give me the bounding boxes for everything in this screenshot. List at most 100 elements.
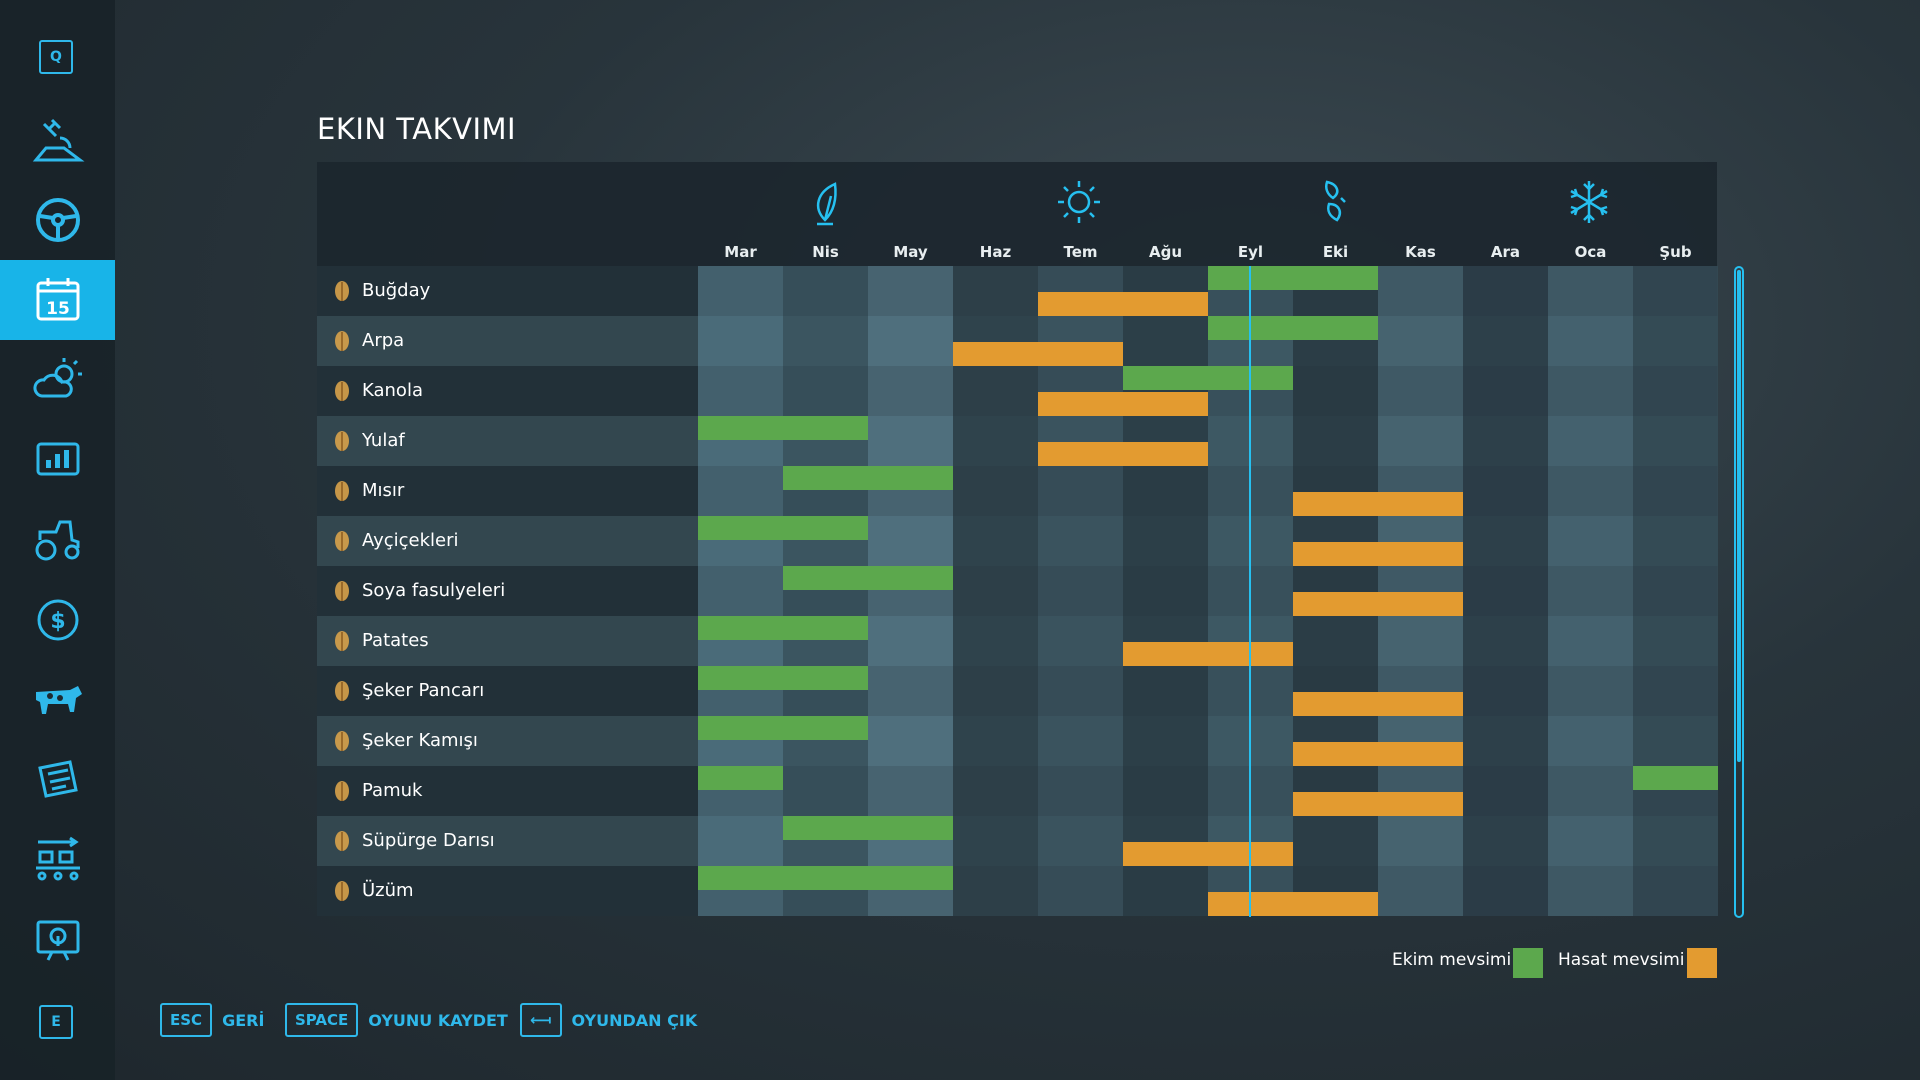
sidebar-item-map[interactable] xyxy=(0,100,115,180)
sidebar-item-vehicles[interactable] xyxy=(0,180,115,260)
crop-name: Pamuk xyxy=(362,780,423,801)
month-cell xyxy=(1633,666,1718,716)
quit-game-label: OYUNDAN ÇIK xyxy=(571,1010,698,1030)
planting-period-bar xyxy=(783,466,953,490)
leaf-icon xyxy=(816,182,837,226)
crop-row: Soya fasulyeleri xyxy=(317,566,1718,616)
month-cell xyxy=(1463,266,1548,316)
page-title: EKIN TAKVIMI xyxy=(317,112,517,146)
crop-name: Buğday xyxy=(362,280,431,301)
month-cell xyxy=(1038,616,1123,666)
planting-period-bar xyxy=(698,766,783,790)
month-cell xyxy=(868,516,953,566)
sidebar-item-animals[interactable] xyxy=(0,660,115,740)
month-cell xyxy=(783,266,868,316)
month-label: Tem xyxy=(1063,243,1098,261)
sorghum-icon xyxy=(335,831,349,851)
sidebar-item-contracts[interactable] xyxy=(0,740,115,820)
month-cell xyxy=(1548,466,1633,516)
planting-period-bar xyxy=(1633,766,1718,790)
harvest-period-bar xyxy=(1293,592,1463,616)
month-cell xyxy=(1633,516,1718,566)
month-label: Kas xyxy=(1405,243,1436,261)
month-cell xyxy=(1293,616,1378,666)
planting-period-bar xyxy=(698,616,868,640)
month-cell xyxy=(953,766,1038,816)
crop-name: Patates xyxy=(362,630,429,651)
scrollbar-thumb[interactable] xyxy=(1737,270,1741,762)
month-cell xyxy=(1123,766,1208,816)
month-cell xyxy=(1633,316,1718,366)
month-cell xyxy=(1548,666,1633,716)
harvest-period-bar xyxy=(1208,892,1378,916)
month-label: Oca xyxy=(1574,243,1607,261)
sidebar-item-garage[interactable] xyxy=(0,500,115,580)
save-game-label: OYUNU KAYDET xyxy=(368,1010,508,1030)
cow-icon xyxy=(35,686,82,714)
planting-period-bar xyxy=(1208,266,1378,290)
month-cell xyxy=(1123,666,1208,716)
month-cell xyxy=(1463,466,1548,516)
month-cell xyxy=(783,316,868,366)
crop-name: Kanola xyxy=(362,380,423,401)
month-cell xyxy=(1463,766,1548,816)
sidebar-item-production[interactable] xyxy=(0,820,115,900)
production-icon xyxy=(35,836,80,881)
month-cell xyxy=(698,366,783,416)
esc-key-hint: ESC xyxy=(160,1003,213,1037)
month-cell xyxy=(1548,866,1633,916)
month-cell xyxy=(1548,516,1633,566)
month-cell xyxy=(953,816,1038,866)
month-cell xyxy=(1293,416,1378,466)
key-hint-q[interactable]: Q xyxy=(39,40,73,74)
sidebar-item-calendar[interactable]: 15 xyxy=(0,260,115,340)
month-cell xyxy=(953,566,1038,616)
month-cell xyxy=(1633,566,1718,616)
month-cell xyxy=(1038,716,1123,766)
crop-row: Pamuk xyxy=(317,766,1718,816)
month-cell xyxy=(1463,316,1548,366)
crop-name: Şeker Kamışı xyxy=(362,730,478,751)
harvest-period-bar xyxy=(1293,542,1463,566)
cotton-icon xyxy=(335,781,349,801)
key-hint-e[interactable]: E xyxy=(39,1005,73,1039)
month-label: Şub xyxy=(1659,243,1692,261)
month-cell xyxy=(1548,766,1633,816)
sugarcane-icon xyxy=(335,731,349,751)
month-cell xyxy=(1548,716,1633,766)
month-cell xyxy=(868,616,953,666)
month-cell xyxy=(698,566,783,616)
month-cell xyxy=(1378,316,1463,366)
month-cell xyxy=(1038,466,1123,516)
month-cell xyxy=(1463,566,1548,616)
month-cell xyxy=(953,616,1038,666)
month-cell xyxy=(1038,866,1123,916)
planting-period-bar xyxy=(698,416,868,440)
quit-game-button[interactable]: ⟻ OYUNDAN ÇIK xyxy=(520,1002,697,1038)
month-cell xyxy=(1463,666,1548,716)
month-label: Haz xyxy=(979,243,1012,261)
sidebar-item-finances[interactable]: $ xyxy=(0,580,115,660)
sidebar-item-weather[interactable] xyxy=(0,340,115,420)
grape-icon xyxy=(335,881,349,901)
month-label: May xyxy=(893,243,928,261)
save-game-button[interactable]: SPACE OYUNU KAYDET xyxy=(285,1002,508,1038)
month-cell xyxy=(868,316,953,366)
sidebar-item-tutorial[interactable] xyxy=(0,900,115,980)
planting-period-bar xyxy=(783,566,953,590)
month-cell xyxy=(1633,816,1718,866)
sunflower-icon xyxy=(335,531,349,551)
sidebar-item-statistics[interactable] xyxy=(0,420,115,500)
crop-row: Şeker Pancarı xyxy=(317,666,1718,716)
month-cell xyxy=(1633,866,1718,916)
back-button[interactable]: ESC GERİ xyxy=(160,1002,264,1038)
month-cell xyxy=(698,266,783,316)
scrollbar-track[interactable] xyxy=(1734,266,1744,918)
month-cell xyxy=(1633,466,1718,516)
month-label: Eyl xyxy=(1237,243,1264,261)
crop-row: Ayçiçekleri xyxy=(317,516,1718,566)
month-cell xyxy=(1463,366,1548,416)
harvest-period-bar xyxy=(1038,442,1208,466)
crop-row: Patates xyxy=(317,616,1718,666)
crop-row: Yulaf xyxy=(317,416,1718,466)
